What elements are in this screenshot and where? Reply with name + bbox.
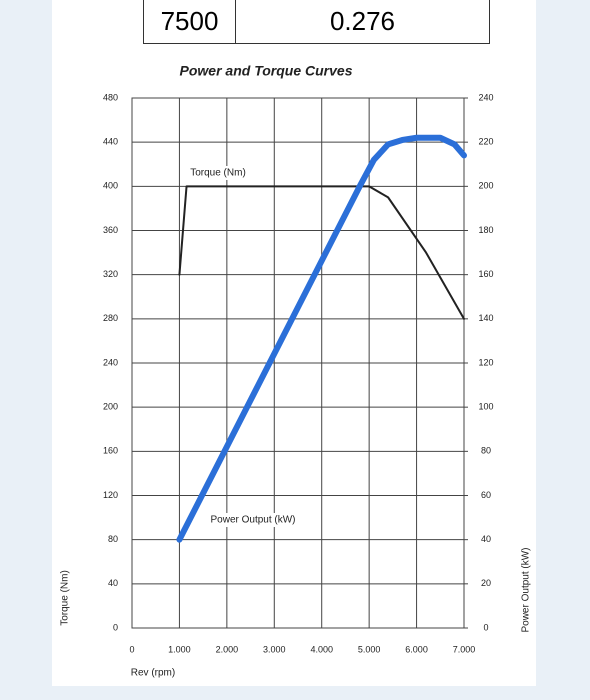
y2-tick-label: 80 [481, 446, 491, 456]
x-tick-label: 6.000 [405, 644, 428, 654]
x-tick-label: 5.000 [358, 644, 381, 654]
series-label: Power Output (kW) [210, 515, 295, 526]
y2-tick-label: 120 [478, 357, 493, 367]
y-tick-label: 360 [103, 225, 118, 235]
series-line [178, 185, 465, 320]
x-tick-label: 1.000 [168, 644, 191, 654]
y-axis-label: Torque (Nm) [60, 570, 71, 626]
y2-tick-label: 60 [481, 490, 491, 500]
y2-tick-label: 100 [478, 402, 493, 412]
y2-tick-label: 200 [478, 181, 493, 191]
y-tick-label: 240 [103, 357, 118, 367]
table-cell: 7500 [144, 0, 236, 43]
y2-tick-label: 20 [481, 578, 491, 588]
y-tick-label: 120 [103, 490, 118, 500]
y-tick-label: 400 [103, 181, 118, 191]
chart-title: Power and Torque Curves [180, 63, 353, 79]
label-bg [180, 166, 256, 180]
y-tick-label: 160 [103, 446, 118, 456]
y2-tick-label: 240 [478, 92, 493, 102]
y2-tick-label: 0 [483, 622, 488, 632]
plot-frame [131, 97, 465, 629]
y-tick-label: 40 [108, 578, 118, 588]
y2-axis-label: Power Output (kW) [521, 547, 532, 632]
y2-tick-label: 180 [478, 225, 493, 235]
y-tick-label: 480 [103, 92, 118, 102]
x-tick-label: 0 [129, 644, 134, 654]
y-tick-label: 0 [113, 622, 118, 632]
y2-tick-label: 160 [478, 269, 493, 279]
x-tick-label: 4.000 [310, 644, 333, 654]
y-tick-label: 440 [103, 137, 118, 147]
y2-tick-label: 140 [478, 313, 493, 323]
series-label: Torque (Nm) [190, 168, 246, 179]
x-tick-label: 3.000 [263, 644, 286, 654]
x-tick-label: 2.000 [216, 644, 239, 654]
y2-tick-label: 220 [478, 137, 493, 147]
x-tick-label: 7.000 [453, 644, 476, 654]
y-tick-label: 320 [103, 269, 118, 279]
table-row: 7500 0.276 [143, 0, 490, 44]
panel [52, 0, 536, 686]
label-bg [201, 513, 305, 527]
x-axis-label: Rev (rpm) [131, 668, 175, 679]
y-tick-label: 280 [103, 313, 118, 323]
table-cell: 0.276 [329, 6, 396, 36]
y-tick-label: 200 [103, 402, 118, 412]
series-line [176, 134, 467, 543]
y-tick-label: 80 [108, 534, 118, 544]
y2-tick-label: 40 [481, 534, 491, 544]
